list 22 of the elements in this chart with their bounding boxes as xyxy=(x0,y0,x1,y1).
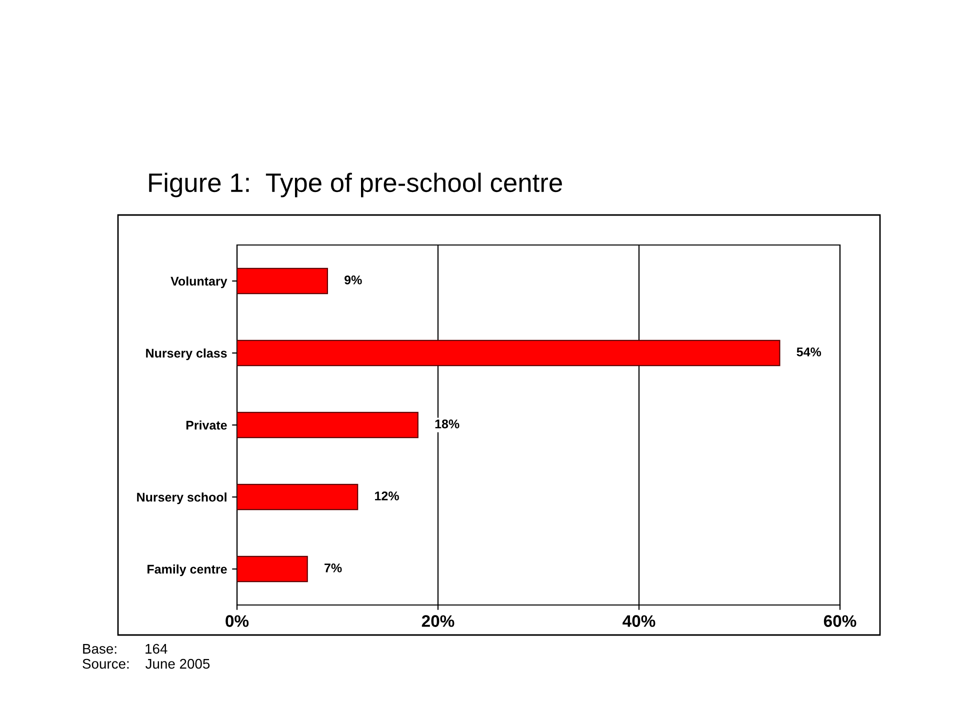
y-tick-label: Nursery class xyxy=(146,348,227,360)
y-tick-label: Family centre xyxy=(148,564,227,576)
bar xyxy=(237,484,358,510)
y-tick-label: Voluntary xyxy=(170,276,228,288)
data-label: 18% xyxy=(435,420,460,428)
y-tick-label: Nursery school xyxy=(137,492,226,504)
y-tick-label: Private xyxy=(186,420,227,430)
data-label: 7% xyxy=(324,564,342,572)
text: Base: 164 xyxy=(83,644,168,654)
bar xyxy=(237,556,308,582)
source-note: Source: June 2005 xyxy=(82,658,210,669)
bar xyxy=(237,268,328,294)
x-tick-label: 40% xyxy=(622,615,656,627)
data-label: 54% xyxy=(796,348,822,356)
chart-title: Figure 1: Type of pre-school centre xyxy=(149,172,562,198)
x-tick-label: 20% xyxy=(422,615,454,627)
bar xyxy=(237,340,780,366)
bar xyxy=(237,412,418,438)
data-label: 9% xyxy=(344,276,362,284)
x-tick-label: 60% xyxy=(824,615,856,627)
data-label: 12% xyxy=(375,492,399,500)
x-tick-label: 0% xyxy=(226,615,249,627)
